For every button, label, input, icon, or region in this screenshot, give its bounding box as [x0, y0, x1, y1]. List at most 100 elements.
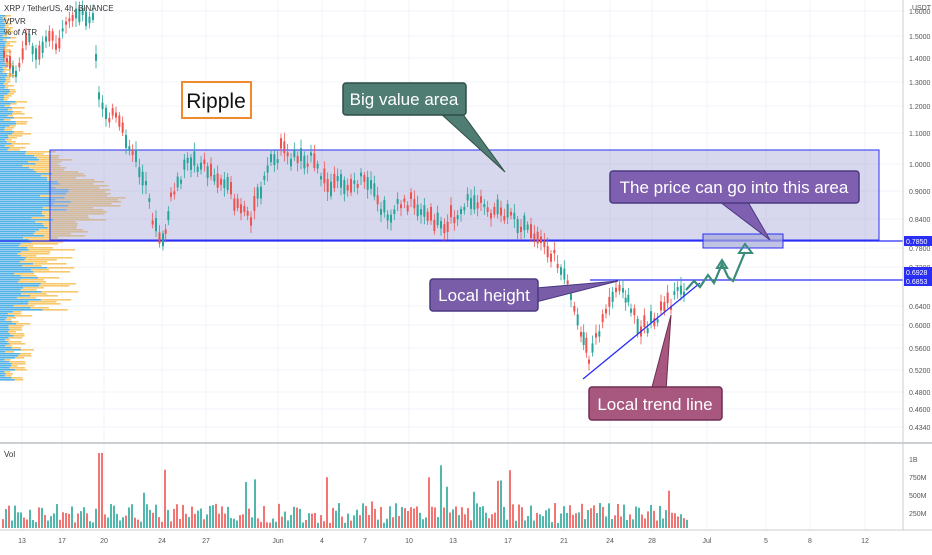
vpvr-bar-up: [0, 65, 8, 67]
vpvr-bar-down: [39, 159, 73, 161]
volume-bar: [512, 504, 514, 528]
time-axis[interactable]: 13 17 20 24 27 Jun 4 7 10 13 17 21 24 28 Jul 5 8 12: [18, 538, 869, 545]
vpvr-bar-down: [66, 193, 111, 195]
vpvr-bar-up: [0, 215, 45, 217]
vpvr-bar-down: [7, 109, 13, 111]
volume-bar: [389, 506, 391, 528]
candle-body: [393, 209, 396, 214]
vpvr-bar-up: [0, 209, 67, 211]
volume-bar: [296, 507, 298, 528]
vpvr-bar-up: [0, 167, 30, 169]
vpvr-bar-up: [0, 251, 21, 253]
volume-bar: [224, 513, 226, 528]
vpvr-bar-down: [8, 325, 24, 327]
vpvr-bar-down: [28, 249, 76, 251]
candle-body: [366, 177, 369, 190]
vpvr-bar-up: [0, 241, 32, 243]
volume-bar: [662, 518, 664, 528]
vpvr-bar-up: [0, 285, 40, 287]
vpvr-bar-down: [7, 115, 14, 117]
indicator-name[interactable]: VPVR: [4, 17, 26, 26]
vpvr-bar-up: [0, 83, 4, 85]
volume-bar: [368, 514, 370, 528]
volume-bar: [23, 517, 25, 528]
candle-body: [360, 172, 362, 177]
candle-body: [423, 205, 426, 217]
volume-bar: [647, 511, 649, 528]
vpvr-bar-down: [42, 223, 78, 225]
volume-bar: [332, 507, 334, 528]
vpvr-bar-up: [0, 91, 10, 93]
vpvr-bar-down: [5, 345, 13, 347]
price-tick-label: 0.5600: [909, 346, 931, 353]
candle-body: [605, 308, 607, 314]
volume-bar: [299, 508, 301, 528]
vpvr-bar-down: [11, 347, 21, 349]
candle-body: [416, 204, 419, 217]
candle-body: [316, 163, 319, 169]
volume-bar: [626, 520, 628, 528]
candle-body: [6, 57, 8, 63]
volume-tick-label: 1B: [909, 457, 918, 464]
volume-bar: [68, 513, 70, 528]
candle-body: [582, 332, 585, 345]
volume-bar: [350, 520, 352, 528]
vpvr-bar-up: [0, 231, 36, 233]
vpvr-bar-down: [6, 317, 17, 319]
volume-bar: [74, 522, 76, 528]
vpvr-bar-down: [11, 107, 25, 109]
local-height-box[interactable]: [429, 278, 539, 312]
candle-body: [350, 178, 352, 193]
candle-body: [550, 253, 552, 262]
vpvr-bar-up: [0, 199, 56, 201]
candle-body: [470, 198, 472, 209]
volume-bar: [386, 518, 388, 528]
price-tick-label: 1.3000: [909, 80, 931, 87]
volume-bar: [650, 504, 652, 528]
ripple-title: Ripple: [186, 90, 246, 113]
ripple-title-box[interactable]: [181, 81, 252, 119]
vpvr-bar-down: [8, 137, 17, 139]
volume-bar: [635, 506, 637, 528]
candle-body: [650, 311, 652, 323]
vpvr-bar-up: [0, 293, 22, 295]
volume-bar: [95, 508, 97, 528]
candle-body: [141, 171, 144, 186]
local-trend-line-box[interactable]: [588, 386, 723, 421]
vpvr-bar-up: [0, 217, 32, 219]
vpvr-bar-down: [12, 133, 32, 135]
vpvr-bar-down: [8, 337, 23, 339]
volume-panel-title: Vol: [4, 450, 15, 459]
vpvr-bar-down: [16, 323, 31, 325]
volume-bar: [614, 515, 616, 528]
vpvr-bar-up: [0, 329, 10, 331]
local-trend-line[interactable]: [582, 282, 701, 380]
vpvr-bar-up: [0, 331, 9, 333]
big-value-area-box[interactable]: [342, 82, 467, 116]
symbol-title[interactable]: XRP / TetherUS, 4h, BINANCE: [4, 4, 114, 13]
vpvr-bar-down: [3, 99, 8, 101]
volume-bar: [563, 506, 565, 528]
candle-body: [246, 210, 249, 216]
vpvr-bar-up: [0, 245, 19, 247]
vpvr-bar-down: [35, 163, 58, 165]
candle-body: [65, 21, 67, 25]
vpvr-bar-up: [0, 267, 48, 269]
volume-bar: [173, 508, 175, 528]
vpvr-bar-up: [0, 325, 9, 327]
vpvr-bar-up: [0, 27, 5, 29]
candle-body: [630, 308, 632, 313]
candle-body: [390, 214, 392, 223]
price-area-label: The price can go into this area: [620, 178, 849, 197]
vpvr-bar-up: [0, 89, 10, 91]
candle-body: [313, 153, 316, 168]
volume-bar: [341, 516, 343, 528]
vpvr-bar-down: [44, 215, 89, 217]
vpvr-bar-down: [55, 199, 119, 201]
vpvr-bar-down: [3, 39, 7, 41]
price-area-box[interactable]: [609, 170, 860, 204]
candle-body: [400, 204, 402, 209]
vpvr-bar-down: [47, 227, 77, 229]
volume-bar: [47, 520, 49, 528]
